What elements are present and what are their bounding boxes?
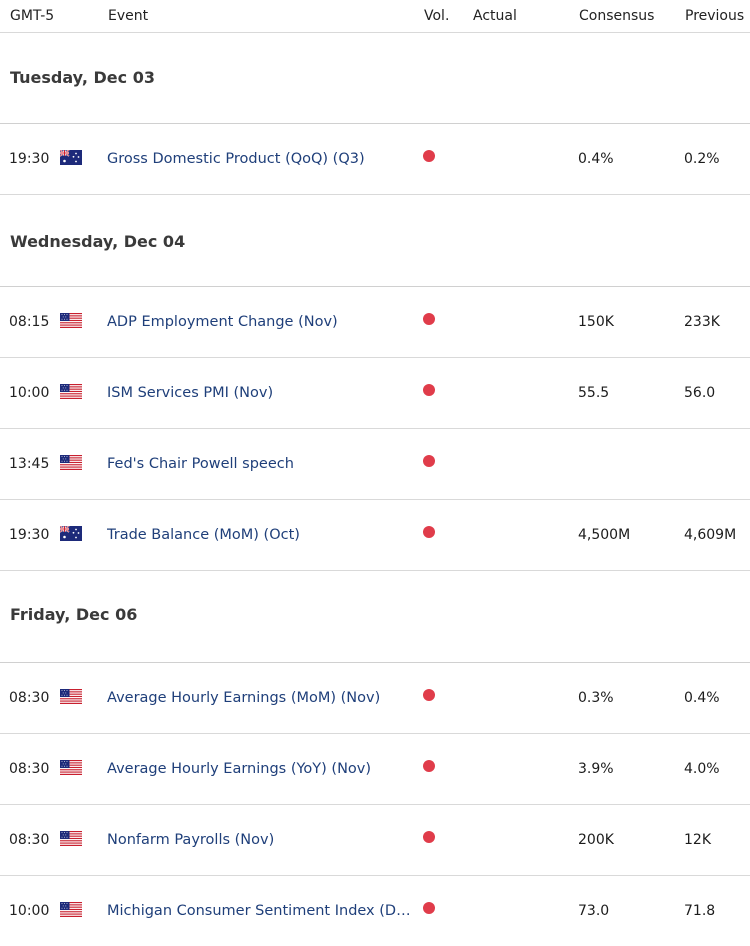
- event-time: 10:00: [9, 385, 50, 401]
- consensus-value: 150K: [578, 314, 614, 330]
- us-flag-icon: [60, 831, 82, 846]
- economic-calendar: Tuesday, Dec 03 19:30 Gross Domestic Produ…: [0, 33, 750, 946]
- us-flag-icon: [60, 902, 82, 917]
- event-time: 10:00: [9, 903, 50, 919]
- consensus-value: 3.9%: [578, 761, 614, 777]
- volatility-indicator-icon: [423, 831, 435, 843]
- event-row[interactable]: 19:30 Trade Balance (MoM) (Oct) 4,500M 4,60…: [0, 500, 750, 571]
- previous-value: 0.4%: [684, 690, 720, 706]
- event-name-link[interactable]: Trade Balance (MoM) (Oct): [107, 527, 300, 543]
- event-name-link[interactable]: Average Hourly Earnings (MoM) (Nov): [107, 690, 381, 706]
- previous-value: 12K: [684, 832, 711, 848]
- event-name-link[interactable]: Michigan Consumer Sentiment Index (Dec): [107, 903, 417, 919]
- australia-flag-icon: [59, 149, 82, 165]
- consensus-value: 4,500M: [578, 527, 631, 543]
- us-flag-icon: [60, 384, 82, 399]
- event-row[interactable]: 08:30 Average Hourly Earnings (MoM) (Nov)…: [0, 663, 750, 734]
- table-header: GMT-5 Event Vol. Actual Consensus Previo…: [0, 0, 750, 33]
- day-label: Friday, Dec 06: [10, 605, 138, 624]
- previous-column-header: Previous: [685, 8, 745, 24]
- volatility-indicator-icon: [423, 902, 435, 914]
- consensus-value: 0.3%: [578, 690, 614, 706]
- previous-value: 0.2%: [684, 151, 720, 167]
- timezone-header[interactable]: GMT-5: [10, 8, 55, 24]
- event-name-link[interactable]: Gross Domestic Product (QoQ) (Q3): [107, 151, 365, 167]
- event-time: 19:30: [9, 527, 50, 543]
- volatility-indicator-icon: [423, 455, 435, 467]
- event-time: 08:30: [9, 690, 50, 706]
- previous-value: 233K: [684, 314, 720, 330]
- day-header: Tuesday, Dec 03: [0, 33, 750, 124]
- event-name-link[interactable]: ISM Services PMI (Nov): [107, 385, 274, 401]
- australia-flag-icon: [59, 525, 82, 541]
- event-row[interactable]: 10:00 Michigan Consumer Sentiment Index (…: [0, 876, 750, 946]
- volatility-indicator-icon: [423, 313, 435, 325]
- event-name-link[interactable]: Nonfarm Payrolls (Nov): [107, 832, 275, 848]
- event-row[interactable]: 08:30 Average Hourly Earnings (YoY) (Nov)…: [0, 734, 750, 805]
- event-name-link[interactable]: ADP Employment Change (Nov): [107, 314, 338, 330]
- volatility-indicator-icon: [423, 760, 435, 772]
- us-flag-icon: [60, 760, 82, 775]
- consensus-value: 200K: [578, 832, 614, 848]
- event-row[interactable]: 13:45 Fed's Chair Powell speech: [0, 429, 750, 500]
- consensus-column-header: Consensus: [579, 8, 655, 24]
- event-time: 13:45: [9, 456, 50, 472]
- event-row[interactable]: 10:00 ISM Services PMI (Nov) 55.5 56.0: [0, 358, 750, 429]
- volatility-indicator-icon: [423, 526, 435, 538]
- us-flag-icon: [60, 689, 82, 704]
- event-column-header: Event: [108, 8, 149, 24]
- event-time: 08:15: [9, 314, 50, 330]
- consensus-value: 0.4%: [578, 151, 614, 167]
- actual-column-header: Actual: [473, 8, 517, 24]
- day-label: Wednesday, Dec 04: [10, 232, 186, 251]
- day-label: Tuesday, Dec 03: [10, 68, 155, 87]
- consensus-value: 73.0: [578, 903, 610, 919]
- us-flag-icon: [60, 313, 82, 328]
- event-time: 08:30: [9, 832, 50, 848]
- day-header: Friday, Dec 06: [0, 571, 750, 663]
- event-row[interactable]: 08:15 ADP Employment Change (Nov) 150K 233K: [0, 287, 750, 358]
- previous-value: 4.0%: [684, 761, 720, 777]
- previous-value: 4,609M: [684, 527, 737, 543]
- event-name-link[interactable]: Average Hourly Earnings (YoY) (Nov): [107, 761, 372, 777]
- event-name-link[interactable]: Fed's Chair Powell speech: [107, 456, 294, 472]
- event-row[interactable]: 08:30 Nonfarm Payrolls (Nov) 200K 12K: [0, 805, 750, 876]
- consensus-value: 55.5: [578, 385, 610, 401]
- event-time: 19:30: [9, 151, 50, 167]
- volatility-indicator-icon: [423, 689, 435, 701]
- previous-value: 71.8: [684, 903, 716, 919]
- event-row[interactable]: 19:30 Gross Domestic Product (QoQ) (Q3) 0.…: [0, 124, 750, 195]
- volatility-indicator-icon: [423, 150, 435, 162]
- day-header: Wednesday, Dec 04: [0, 195, 750, 287]
- previous-value: 56.0: [684, 385, 716, 401]
- event-time: 08:30: [9, 761, 50, 777]
- volatility-column-header: Vol.: [424, 8, 450, 24]
- us-flag-icon: [60, 455, 82, 470]
- volatility-indicator-icon: [423, 384, 435, 396]
